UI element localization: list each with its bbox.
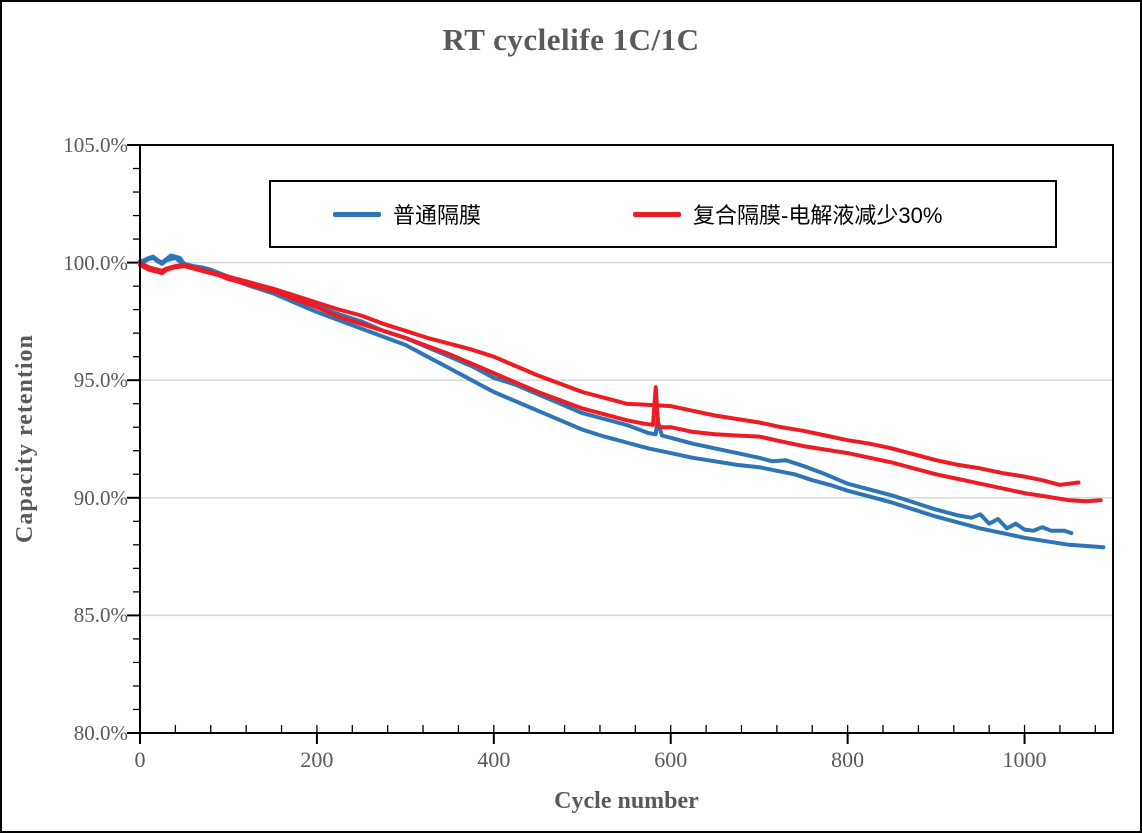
plot-border [139, 144, 1114, 734]
y-tick-label: 105.0% [63, 133, 128, 157]
x-tick-label: 200 [300, 747, 334, 772]
legend-line-sample-red [633, 211, 682, 217]
legend-label: 复合隔膜-电解液减少30% [693, 203, 943, 228]
x-tick-label: 800 [831, 747, 865, 772]
x-tick-label: 600 [654, 747, 688, 772]
y-tick-label: 95.0% [73, 368, 128, 393]
legend-box: 普通隔膜 复合隔膜-电解液减少30% [269, 180, 1057, 248]
x-tick-label: 1000 [1002, 747, 1047, 772]
legend-entry-putong-gemo: 普通隔膜 [333, 198, 481, 230]
chart-title: RT cyclelife 1C/1C [442, 22, 700, 57]
legend-label: 普通隔膜 [393, 203, 482, 228]
x-tick-label: 400 [477, 747, 511, 772]
x-tick-label: 0 [134, 747, 146, 772]
y-tick-label: 100.0% [63, 250, 128, 275]
series-line-fuhe-gemo-cell2 [138, 263, 1103, 504]
y-tick-label: 90.0% [73, 485, 128, 510]
y-tick-label: 85.0% [73, 603, 128, 628]
y-tick-label: 80.0% [73, 721, 128, 745]
legend-line-sample-blue [333, 211, 381, 217]
legend-entry-fuhe-gemo: 复合隔膜-电解液减少30% [633, 198, 942, 230]
y-axis-title: Capacity retention [12, 334, 38, 544]
x-axis-title: Cycle number [554, 788, 699, 814]
